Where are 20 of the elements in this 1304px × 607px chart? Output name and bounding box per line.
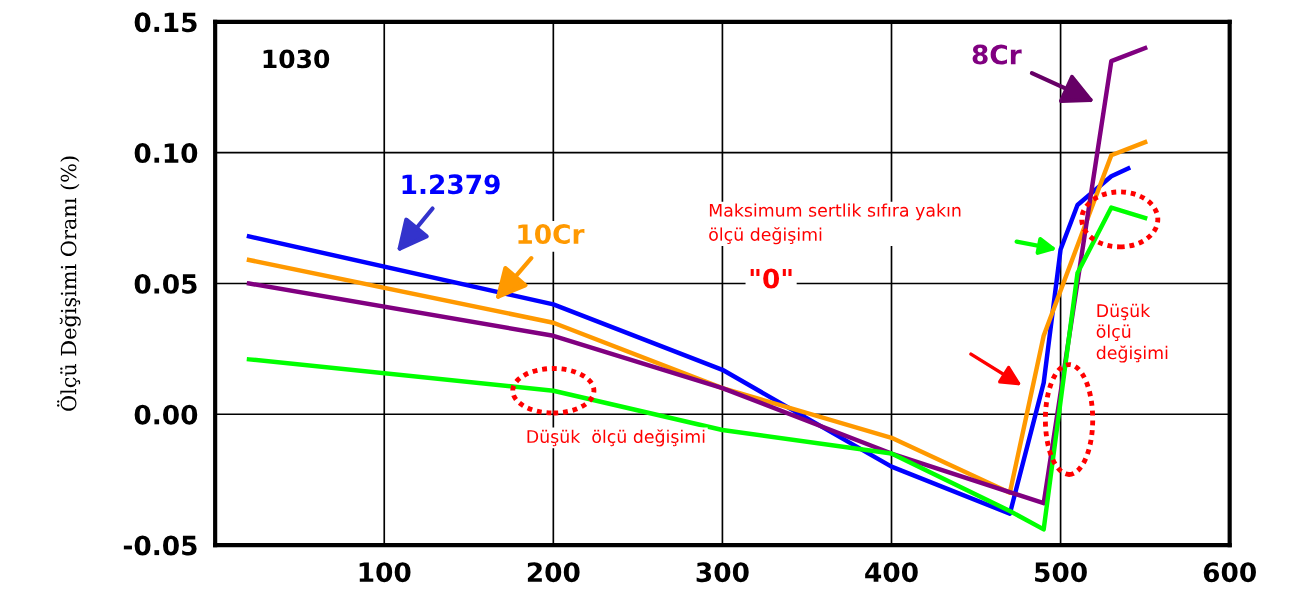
y-tick-label: -0.05 — [123, 535, 197, 556]
x-tick-label: 100 — [359, 562, 411, 583]
text: 8Cr — [972, 44, 1022, 65]
y-axis-title: Ölçü Değişimi Oranı (%) — [57, 156, 81, 411]
x-tick-label: 600 — [1203, 562, 1256, 583]
annotation: 1030 — [263, 49, 330, 69]
annotation: Düşük ölçü değişimi — [527, 429, 705, 447]
text: 10Cr — [518, 224, 585, 245]
text: 1.2379 — [402, 174, 500, 195]
x-tick-label: 500 — [1035, 562, 1087, 583]
annotation: "0" — [750, 268, 792, 289]
y-tick-label: 0.15 — [134, 12, 197, 33]
y-tick-label: 0.00 — [134, 404, 198, 425]
y-tick-label: 0.05 — [134, 273, 197, 294]
y-tick-label: 0.10 — [134, 143, 198, 164]
x-tick-label: 300 — [696, 562, 749, 583]
x-tick-label: 400 — [865, 562, 918, 583]
x-tick-label: 200 — [527, 562, 580, 583]
annotation: Düşük ölçü değişimi — [1096, 303, 1168, 363]
annotation: Maksimum sertlik sıfıra yakın ölçü değişimi — [709, 203, 961, 245]
